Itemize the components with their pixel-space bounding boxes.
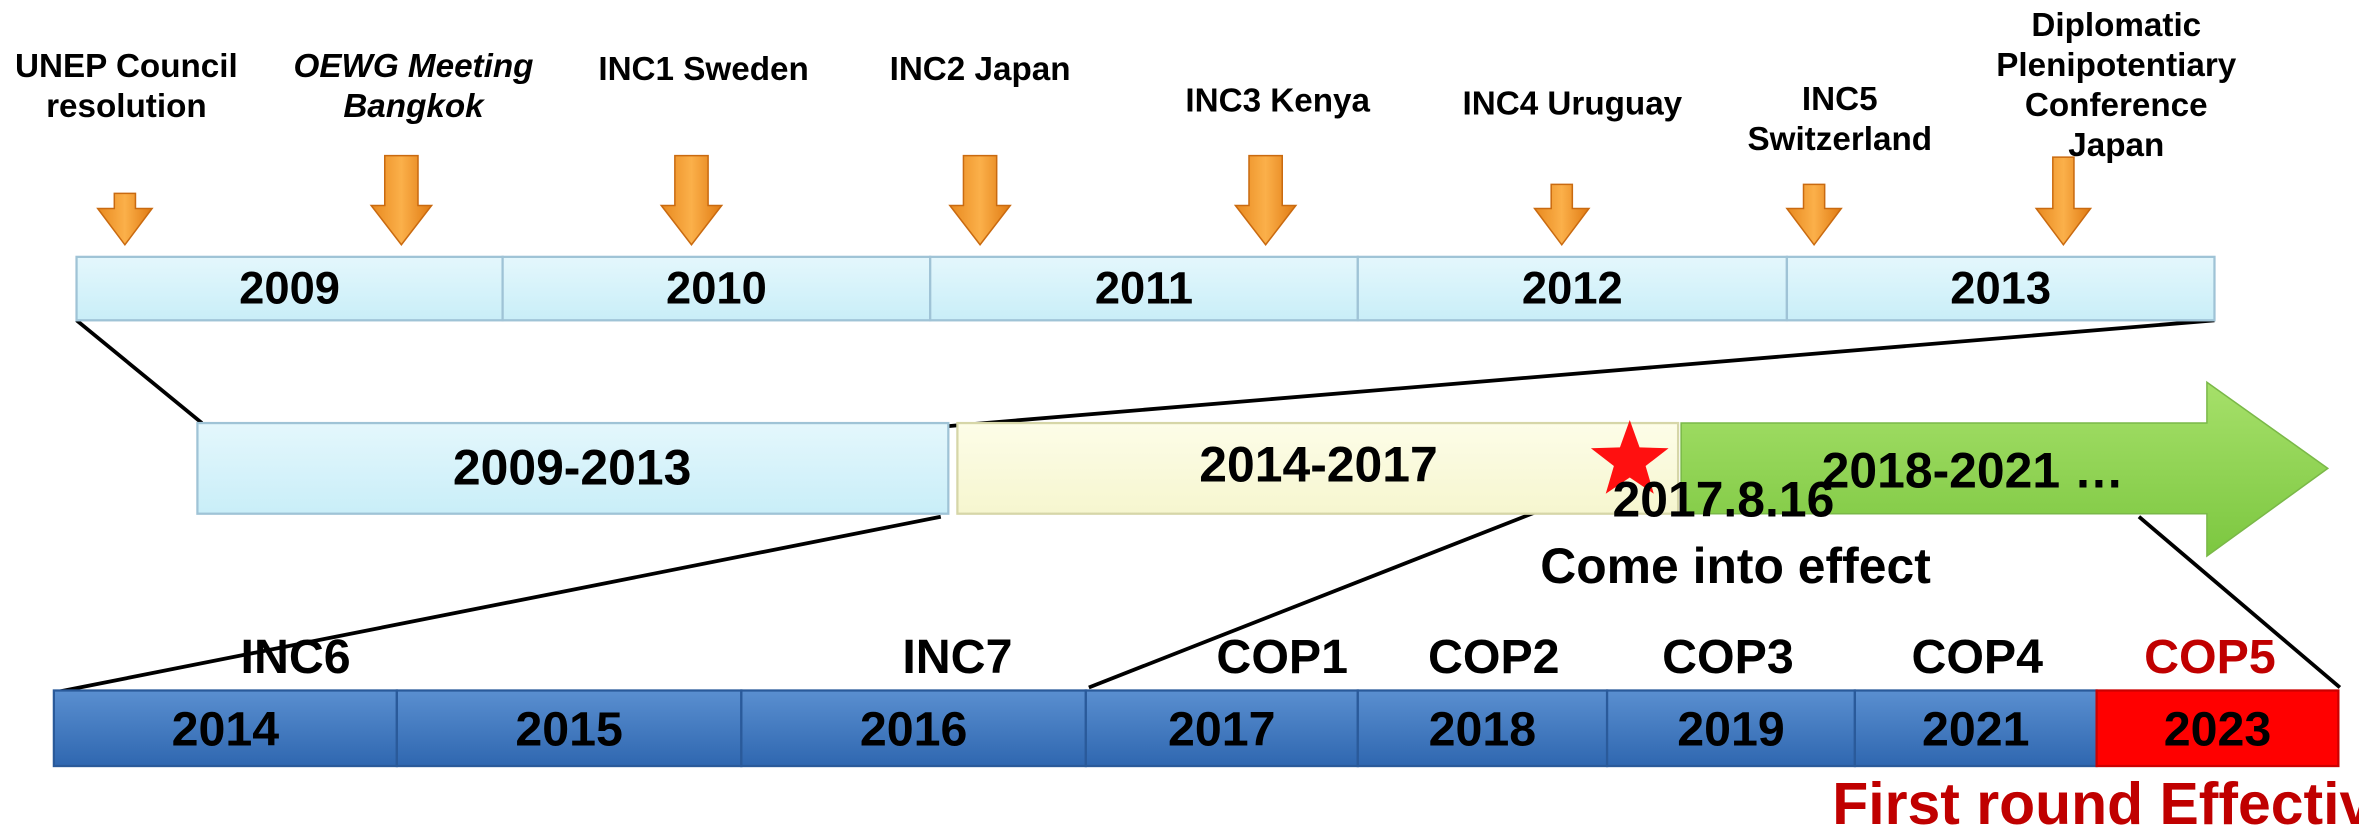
event-label: INC3 Kenya [1185, 83, 1370, 120]
period-label: 2014-2017 [1199, 437, 1437, 493]
year-label: 2019 [1677, 703, 1785, 757]
year-cell [52, 689, 398, 768]
event-label: Diplomatic [2031, 7, 2201, 44]
event-label: COP4 [1911, 630, 2043, 684]
event-label: OEWG Meeting [294, 48, 534, 85]
milestone-label: Come into effect [1540, 538, 1931, 594]
year-cell [1853, 689, 2098, 768]
event-label: UNEP Council [15, 48, 238, 85]
event-arrow [369, 154, 434, 247]
year-label: 2016 [860, 703, 968, 757]
year-cell [2095, 689, 2340, 768]
event-label: INC5 [1802, 81, 1878, 118]
event-label: COP2 [1428, 630, 1560, 684]
evaluation-label: First round Effectiveness Evaluation [1832, 772, 2359, 831]
event-label: INC2 Japan [890, 51, 1071, 88]
year-label: 2010 [666, 263, 767, 314]
event-arrow [2034, 156, 2093, 247]
period-arrow [1680, 380, 2330, 558]
year-label: 2009 [239, 263, 340, 314]
event-arrow [1233, 154, 1298, 247]
event-arrow [1785, 183, 1843, 247]
period-label: 2018-2021 … [1822, 443, 2124, 499]
event-label: COP1 [1216, 630, 1348, 684]
year-label: 2015 [515, 703, 623, 757]
event-label: COP5 [2144, 630, 2276, 684]
event-label: Conference [2025, 87, 2208, 124]
period-box [956, 421, 1680, 515]
milestone-star [1590, 420, 1669, 494]
event-arrow [1533, 183, 1591, 247]
milestone-date: 2017.8.16 [1613, 471, 1835, 527]
event-label: INC6 [241, 630, 351, 684]
year-label: 2013 [1950, 263, 2051, 314]
year-cell [395, 689, 743, 768]
year-label: 2021 [1922, 703, 2030, 757]
year-label: 2012 [1522, 263, 1623, 314]
year-cell [1605, 689, 1857, 768]
year-label: 2011 [1095, 263, 1193, 314]
year-label: 2018 [1429, 703, 1537, 757]
year-label: 2014 [172, 703, 280, 757]
event-label: INC7 [902, 630, 1012, 684]
event-label: COP3 [1662, 630, 1794, 684]
event-label: INC4 Uruguay [1463, 86, 1683, 123]
year-cell [929, 255, 1359, 322]
year-label: 2017 [1168, 703, 1276, 757]
period-box [196, 421, 950, 515]
year-cell [1785, 255, 2216, 322]
year-label: 2023 [2164, 703, 2272, 757]
year-cell [1356, 689, 1609, 768]
event-label: Bangkok [343, 88, 485, 125]
year-cell [1084, 689, 1359, 768]
event-label: INC1 Sweden [598, 51, 808, 88]
event-arrow [96, 192, 154, 247]
event-label: resolution [46, 88, 207, 125]
event-label: Plenipotentiary [1996, 47, 2236, 84]
event-arrow [948, 154, 1012, 247]
year-cell [501, 255, 932, 322]
event-arrow [659, 154, 724, 247]
event-label: Switzerland [1747, 121, 1932, 158]
period-label: 2009-2013 [453, 440, 691, 496]
event-label: Japan [2068, 127, 2164, 164]
year-cell [1356, 255, 1789, 322]
